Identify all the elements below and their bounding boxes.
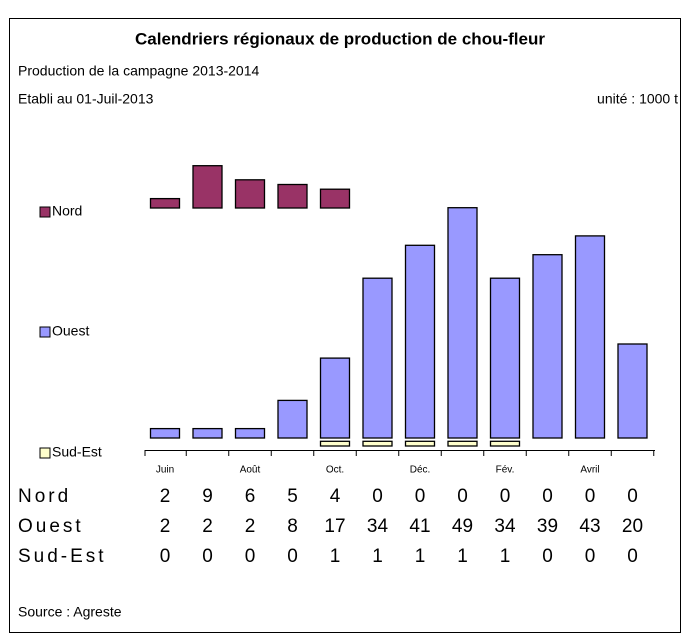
row-label: Nord: [18, 486, 71, 507]
table-value: 0: [457, 486, 468, 507]
table-value: 6: [245, 486, 256, 507]
table-value: 8: [287, 516, 298, 537]
table-value: 0: [585, 486, 596, 507]
table-value: 0: [542, 486, 553, 507]
table-value: 1: [372, 546, 383, 567]
table-value: 0: [202, 546, 213, 567]
bar: [319, 357, 351, 439]
bar: [192, 427, 223, 439]
subtitle: Production de la campagne 2013-2014: [18, 63, 260, 79]
x-tick-label: Août: [240, 465, 261, 476]
bar: [362, 277, 393, 439]
row-label: Ouest: [18, 516, 84, 537]
bar: [404, 440, 436, 447]
row-label: Sud-Est: [18, 546, 107, 567]
table-value: 0: [627, 486, 638, 507]
bar: [489, 440, 521, 447]
table-value: 17: [324, 516, 345, 537]
bar: [319, 188, 351, 209]
table-value: 0: [245, 546, 256, 567]
table-value: 2: [245, 516, 256, 537]
legend-swatch: [39, 326, 51, 338]
table-value: 5: [287, 486, 298, 507]
bar: [277, 183, 308, 209]
legend-swatch: [39, 206, 51, 218]
x-tick-label: Déc.: [410, 465, 431, 476]
bar: [574, 235, 606, 439]
x-tick-label: Avril: [580, 465, 599, 476]
bar: [404, 244, 436, 439]
table-value: 34: [494, 516, 516, 537]
unit-note: unité : 1000 t: [597, 91, 678, 107]
bar: [149, 197, 181, 209]
bar: [277, 399, 308, 439]
legend-swatch: [39, 447, 51, 459]
table-value: 34: [367, 516, 389, 537]
table-value: 1: [457, 546, 468, 567]
table-value: 0: [372, 486, 383, 507]
table-value: 1: [330, 546, 341, 567]
table-value: 4: [330, 486, 341, 507]
table-value: 43: [579, 516, 600, 537]
table-value: 0: [627, 546, 638, 567]
bar: [234, 427, 266, 439]
table-value: 2: [202, 516, 213, 537]
table-value: 49: [452, 516, 473, 537]
legend-label: Sud-Est: [52, 444, 102, 460]
table-value: 41: [409, 516, 430, 537]
bar: [617, 343, 648, 439]
frame: [9, 18, 681, 633]
table-value: 0: [160, 546, 171, 567]
table-value: 39: [537, 516, 558, 537]
table-value: 20: [622, 516, 643, 537]
bar: [319, 440, 351, 447]
table-value: 1: [415, 546, 426, 567]
bar: [234, 179, 266, 209]
x-tick-label: Juin: [156, 465, 174, 476]
chart-title: Calendriers régionaux de production de c…: [135, 29, 545, 48]
legend-label: Nord: [52, 203, 82, 219]
bar: [362, 440, 393, 447]
bar: [447, 207, 478, 439]
date-note: Etabli au 01-Juil-2013: [18, 91, 154, 107]
table-value: 0: [287, 546, 298, 567]
bar: [192, 165, 223, 209]
table-value: 2: [160, 516, 171, 537]
table-value: 9: [202, 486, 213, 507]
table-value: 0: [542, 546, 553, 567]
table-value: 0: [585, 546, 596, 567]
bar: [532, 254, 563, 439]
x-tick-label: Fév.: [496, 465, 515, 476]
table-value: 0: [415, 486, 426, 507]
bar: [489, 277, 521, 439]
source: Source : Agreste: [18, 604, 122, 620]
x-tick-label: Oct.: [326, 465, 344, 476]
bar: [149, 427, 181, 439]
table-value: 2: [160, 486, 171, 507]
bar: [447, 440, 478, 447]
table-value: 1: [500, 546, 511, 567]
legend-label: Ouest: [52, 323, 89, 339]
table-value: 0: [500, 486, 511, 507]
